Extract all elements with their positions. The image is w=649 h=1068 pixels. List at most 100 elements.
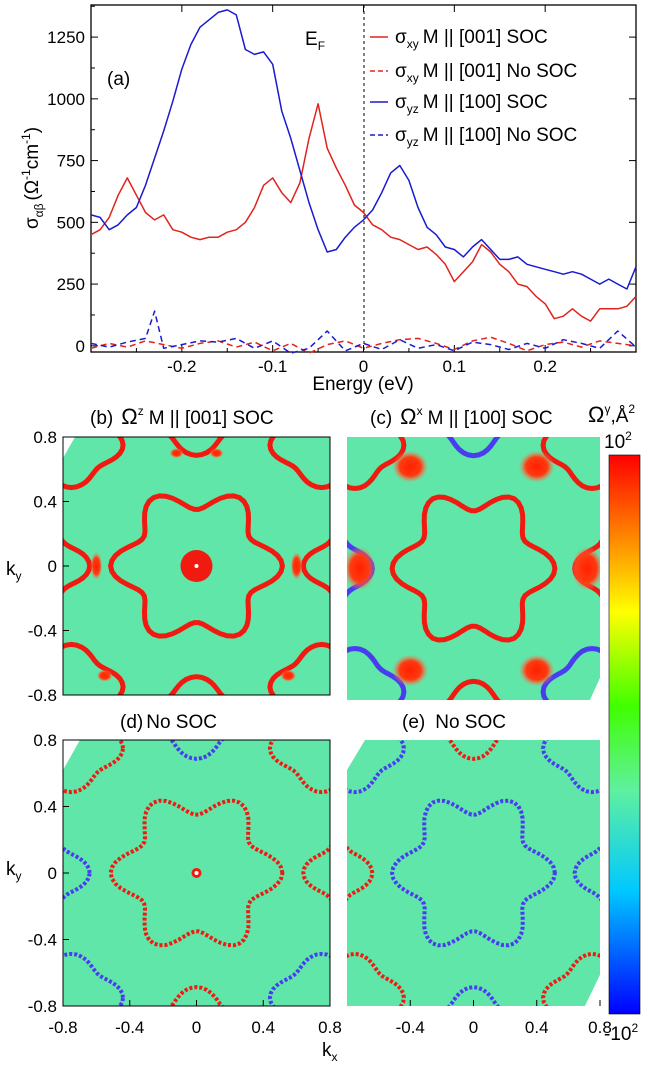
kx-tick-label: -0.4	[115, 1018, 144, 1037]
band-contour-pocket	[142, 985, 251, 1006]
legend-entry-1: σxy M || [001] No SOC	[395, 61, 577, 85]
panel-d-title: (d) No SOC	[120, 712, 217, 733]
legend-entry-0: σxy M || [001] SOC	[395, 27, 548, 51]
panel-a-label: (a)	[107, 69, 130, 90]
band-contour-center	[390, 798, 557, 948]
band-contour-center	[108, 493, 285, 639]
y-tick-label: 500	[57, 213, 85, 232]
ky-tick-label: -0.4	[28, 931, 57, 950]
band-contour-pocket	[142, 437, 251, 458]
y-tick-label: 0	[76, 337, 85, 356]
x-tick-label: 0.1	[443, 357, 467, 376]
band-contour-pocket	[347, 645, 407, 700]
panel-b-title: (b) Ωz M || [001] SOC	[90, 404, 274, 429]
kx-tick-label: -0.4	[396, 1018, 425, 1037]
colorbar-min-label: -102	[604, 1021, 638, 1045]
band-contour-pocket	[63, 641, 126, 695]
kx-tick-label: 0.4	[251, 1018, 275, 1037]
legend-entry-2: σyz M || [100] SOC	[395, 92, 548, 116]
series-line-2	[90, 9, 637, 290]
berry-hotspot	[280, 669, 297, 682]
kx-tick-label: 0.4	[525, 1018, 549, 1037]
berry-hotspot	[96, 669, 113, 682]
ky-tick-label: 0.8	[33, 428, 57, 447]
berry-hotspot	[571, 546, 600, 591]
panel-c-heatmap	[347, 437, 600, 700]
kx-tick-label: 0	[469, 1018, 478, 1037]
ky-tick-label: 0	[48, 864, 57, 883]
panel-e-curves	[347, 740, 600, 1006]
x-tick-label: 0	[359, 357, 368, 376]
berry-hotspot	[392, 450, 429, 483]
colorbar-label: Ωγ,Å2	[588, 402, 635, 427]
panel-d-curves	[63, 740, 330, 1006]
band-contour-pocket	[421, 678, 526, 700]
panel-a-ticks: -0.2 -0.1 0 0.1 0.2 0 250 500 750 1000 1250	[47, 5, 636, 376]
panel-b-curves	[63, 437, 330, 695]
band-contour-pocket	[300, 520, 330, 612]
berry-hotspot	[209, 448, 224, 459]
berry-hotspot	[347, 546, 376, 591]
band-contour-pocket	[267, 951, 330, 1006]
panel-c-field	[347, 437, 600, 700]
berry-hotspot	[290, 552, 303, 580]
kx-label: kx	[322, 1040, 338, 1064]
y-axis-label: σαβ(Ω-1cm-1)	[19, 127, 46, 229]
berry-core-center	[194, 564, 199, 568]
series-line-3	[90, 310, 637, 354]
panel-b-heatmap	[62, 436, 331, 696]
panel-a: -0.2 -0.1 0 0.1 0.2 0 250 500 750 1000 1250 (a) EF…	[19, 4, 637, 395]
legend-entry-3: σyz M || [100] No SOC	[395, 125, 577, 149]
ky-tick-label: 0	[48, 557, 57, 576]
ky-tick-label: 0.4	[33, 798, 57, 817]
y-tick-label: 1000	[47, 90, 85, 109]
band-contour-pocket	[572, 827, 600, 919]
berry-hotspot	[169, 448, 184, 459]
kx-tick-label: 0.8	[318, 1018, 342, 1037]
ky-label-bottom: ky	[6, 859, 22, 883]
band-contour-pocket	[267, 641, 330, 695]
band-contour-center	[108, 798, 285, 948]
ky-tick-label: -0.8	[28, 686, 57, 705]
ky-tick-label: -0.4	[28, 622, 57, 641]
berry-core-center	[194, 871, 199, 875]
y-tick-label: 1250	[47, 28, 85, 47]
band-contour-pocket	[540, 645, 600, 700]
series-line-0	[90, 103, 637, 322]
panel-e-heatmap	[347, 740, 600, 1006]
y-tick-label: 750	[57, 152, 85, 171]
panel-a-series	[90, 9, 637, 354]
berry-hotspot	[90, 552, 103, 580]
band-contour-pocket	[347, 740, 406, 795]
ky-tick-label: 0.4	[33, 493, 57, 512]
ky-tick-label: 0.8	[33, 731, 57, 750]
colorbar-max-label: 102	[604, 429, 632, 453]
y-tick-label: 250	[57, 275, 85, 294]
kx-tick-label: 0.8	[588, 1018, 612, 1037]
band-contour-pocket	[541, 740, 600, 795]
band-contour-pocket	[301, 827, 330, 919]
x-tick-label: -0.2	[167, 357, 196, 376]
heatmap-axes: 0.8 0.4 0 -0.4 -0.8 0.8 0.4 0 -0.4 -0.8 -0.8 -0.4 0 0…	[28, 428, 612, 1037]
band-contour-pocket	[63, 437, 126, 491]
colorbar: Ωγ,Å2 102 -102	[588, 402, 641, 1045]
ky-label-top: ky	[6, 559, 22, 583]
band-contour-pocket	[63, 951, 126, 1006]
x-tick-label: -0.1	[258, 357, 287, 376]
fermi-annotation: EF	[305, 29, 325, 53]
band-contour-pocket	[421, 437, 526, 459]
ky-tick-label: -0.8	[28, 997, 57, 1016]
band-contour-pocket	[540, 437, 600, 492]
band-contour-center	[389, 494, 558, 643]
panel-c-curves	[347, 437, 600, 700]
panel-d-heatmap	[62, 739, 331, 1007]
band-contour-pocket	[142, 674, 251, 695]
band-contour-pocket	[541, 951, 600, 1006]
kx-tick-label: 0	[192, 1018, 201, 1037]
band-contour-pocket	[422, 740, 525, 761]
panel-e-field	[347, 740, 600, 1006]
berry-hotspot	[392, 654, 429, 687]
band-contour-pocket	[267, 437, 330, 491]
panel-e-title: (e) No SOC	[402, 712, 506, 733]
